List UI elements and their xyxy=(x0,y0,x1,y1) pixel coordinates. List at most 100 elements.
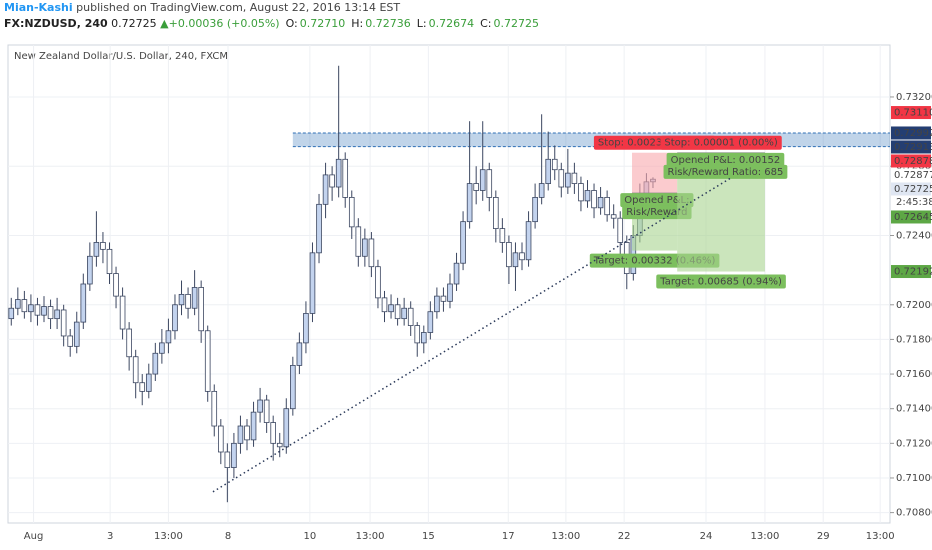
candle-body xyxy=(519,252,525,261)
price-marker xyxy=(891,265,931,279)
candle-body xyxy=(486,169,493,198)
price-marker-label: 0.72992 xyxy=(894,128,932,139)
candle-body xyxy=(414,325,421,344)
price-marker xyxy=(891,182,931,196)
candle-body xyxy=(185,293,191,309)
candle-body xyxy=(375,266,381,299)
candle-body xyxy=(47,306,54,320)
symbol: FX:NZDUSD, 240 xyxy=(4,17,108,30)
candle-body xyxy=(434,295,440,313)
candle-body xyxy=(368,238,375,268)
position-info: Risk/Reward xyxy=(626,207,687,218)
candle-body xyxy=(565,172,571,188)
candle-body xyxy=(54,309,60,320)
candle-body xyxy=(479,169,486,191)
candle-body xyxy=(198,287,204,332)
chart-title: New Zealand Dollar/U.S. Dollar, 240, FXC… xyxy=(14,51,228,62)
candle-body xyxy=(388,304,394,313)
price-marker-label: 0.72725 xyxy=(894,184,932,195)
x-tick-label: 24 xyxy=(700,531,713,542)
x-tick-label: 15 xyxy=(422,531,435,542)
candle-body xyxy=(381,297,388,313)
trendline xyxy=(212,177,731,493)
stop-label-bg xyxy=(660,135,782,150)
ohlc-label: C: xyxy=(480,17,491,30)
price-marker xyxy=(891,210,931,224)
candle-body xyxy=(159,342,165,354)
candle-body xyxy=(283,408,290,448)
candle-body xyxy=(87,255,93,285)
candle-body xyxy=(263,399,270,423)
x-tick-label: Aug xyxy=(24,531,44,542)
candle-body xyxy=(460,221,466,264)
stop-label: Stop: 0.00233 (0.32%) xyxy=(598,138,711,149)
price-marker-label: 0.73110 xyxy=(894,108,932,119)
candle-body xyxy=(231,442,237,468)
target-label: Target: 0.00685 (0.94%) xyxy=(659,277,782,288)
ohlc-label: O: xyxy=(286,17,298,30)
price-marker xyxy=(891,168,931,182)
x-tick-label: 13:00 xyxy=(356,531,385,542)
candle-body xyxy=(80,283,87,323)
price-marker-label: 0.72878 xyxy=(894,156,932,167)
candle-body xyxy=(440,295,447,302)
candle-body xyxy=(178,293,185,306)
resistance-zone xyxy=(292,132,890,147)
candle-body xyxy=(355,226,362,257)
ohlc-label: H: xyxy=(351,17,363,30)
candle-body xyxy=(126,328,132,358)
candle-body xyxy=(447,283,453,302)
candle-body xyxy=(106,248,113,275)
candle-body xyxy=(93,242,100,257)
candle-body xyxy=(335,158,342,188)
price-marker xyxy=(891,126,931,140)
candle-body xyxy=(152,352,159,375)
x-tick-label: 13:00 xyxy=(751,531,780,542)
candle-body xyxy=(604,197,610,216)
countdown: 2:45:38 xyxy=(896,197,932,208)
candle-body xyxy=(532,197,538,223)
candle-body xyxy=(204,330,211,392)
candle-body xyxy=(303,313,309,344)
candle-body xyxy=(578,183,584,202)
quote-line: FX:NZDUSD, 240 0.72725 ▲+0.00036 (+0.05%… xyxy=(4,17,539,30)
x-tick-label: 13:00 xyxy=(866,531,895,542)
candle-body xyxy=(466,183,473,223)
price-marker-label: 0.72645 xyxy=(894,212,932,223)
candle-body xyxy=(309,252,316,314)
change: +0.00036 (+0.05%) xyxy=(169,17,280,30)
candle-body xyxy=(584,190,591,202)
candle-body xyxy=(407,307,414,326)
price-marker xyxy=(891,140,931,154)
author: Mian-Kashi xyxy=(4,1,73,14)
candle-body xyxy=(493,197,499,229)
x-tick-label: 13:00 xyxy=(551,531,580,542)
candle-body xyxy=(427,311,434,333)
ohlc-label: L: xyxy=(417,17,427,30)
price-marker-label: 0.72913 xyxy=(894,142,932,153)
publish-line: Mian-Kashi published on TradingView.com,… xyxy=(4,1,400,14)
candle-body xyxy=(276,442,283,448)
ohlc-value: 0.72710 xyxy=(300,17,346,30)
candle-body xyxy=(342,158,349,198)
candle-body xyxy=(551,158,558,171)
candle-body xyxy=(211,390,218,427)
x-tick-label: 22 xyxy=(618,531,631,542)
x-tick-label: 13:00 xyxy=(154,531,183,542)
published: published on TradingView.com, August 22,… xyxy=(76,1,400,14)
position-info: Opened P&L: xyxy=(624,195,689,206)
candle-body xyxy=(473,183,479,191)
candle-body xyxy=(113,273,119,297)
candle-body xyxy=(145,373,152,392)
candle-body xyxy=(60,309,67,337)
price-marker-label: 0.72192 xyxy=(894,267,932,278)
candle-body xyxy=(73,321,80,347)
candle-body xyxy=(525,221,532,261)
